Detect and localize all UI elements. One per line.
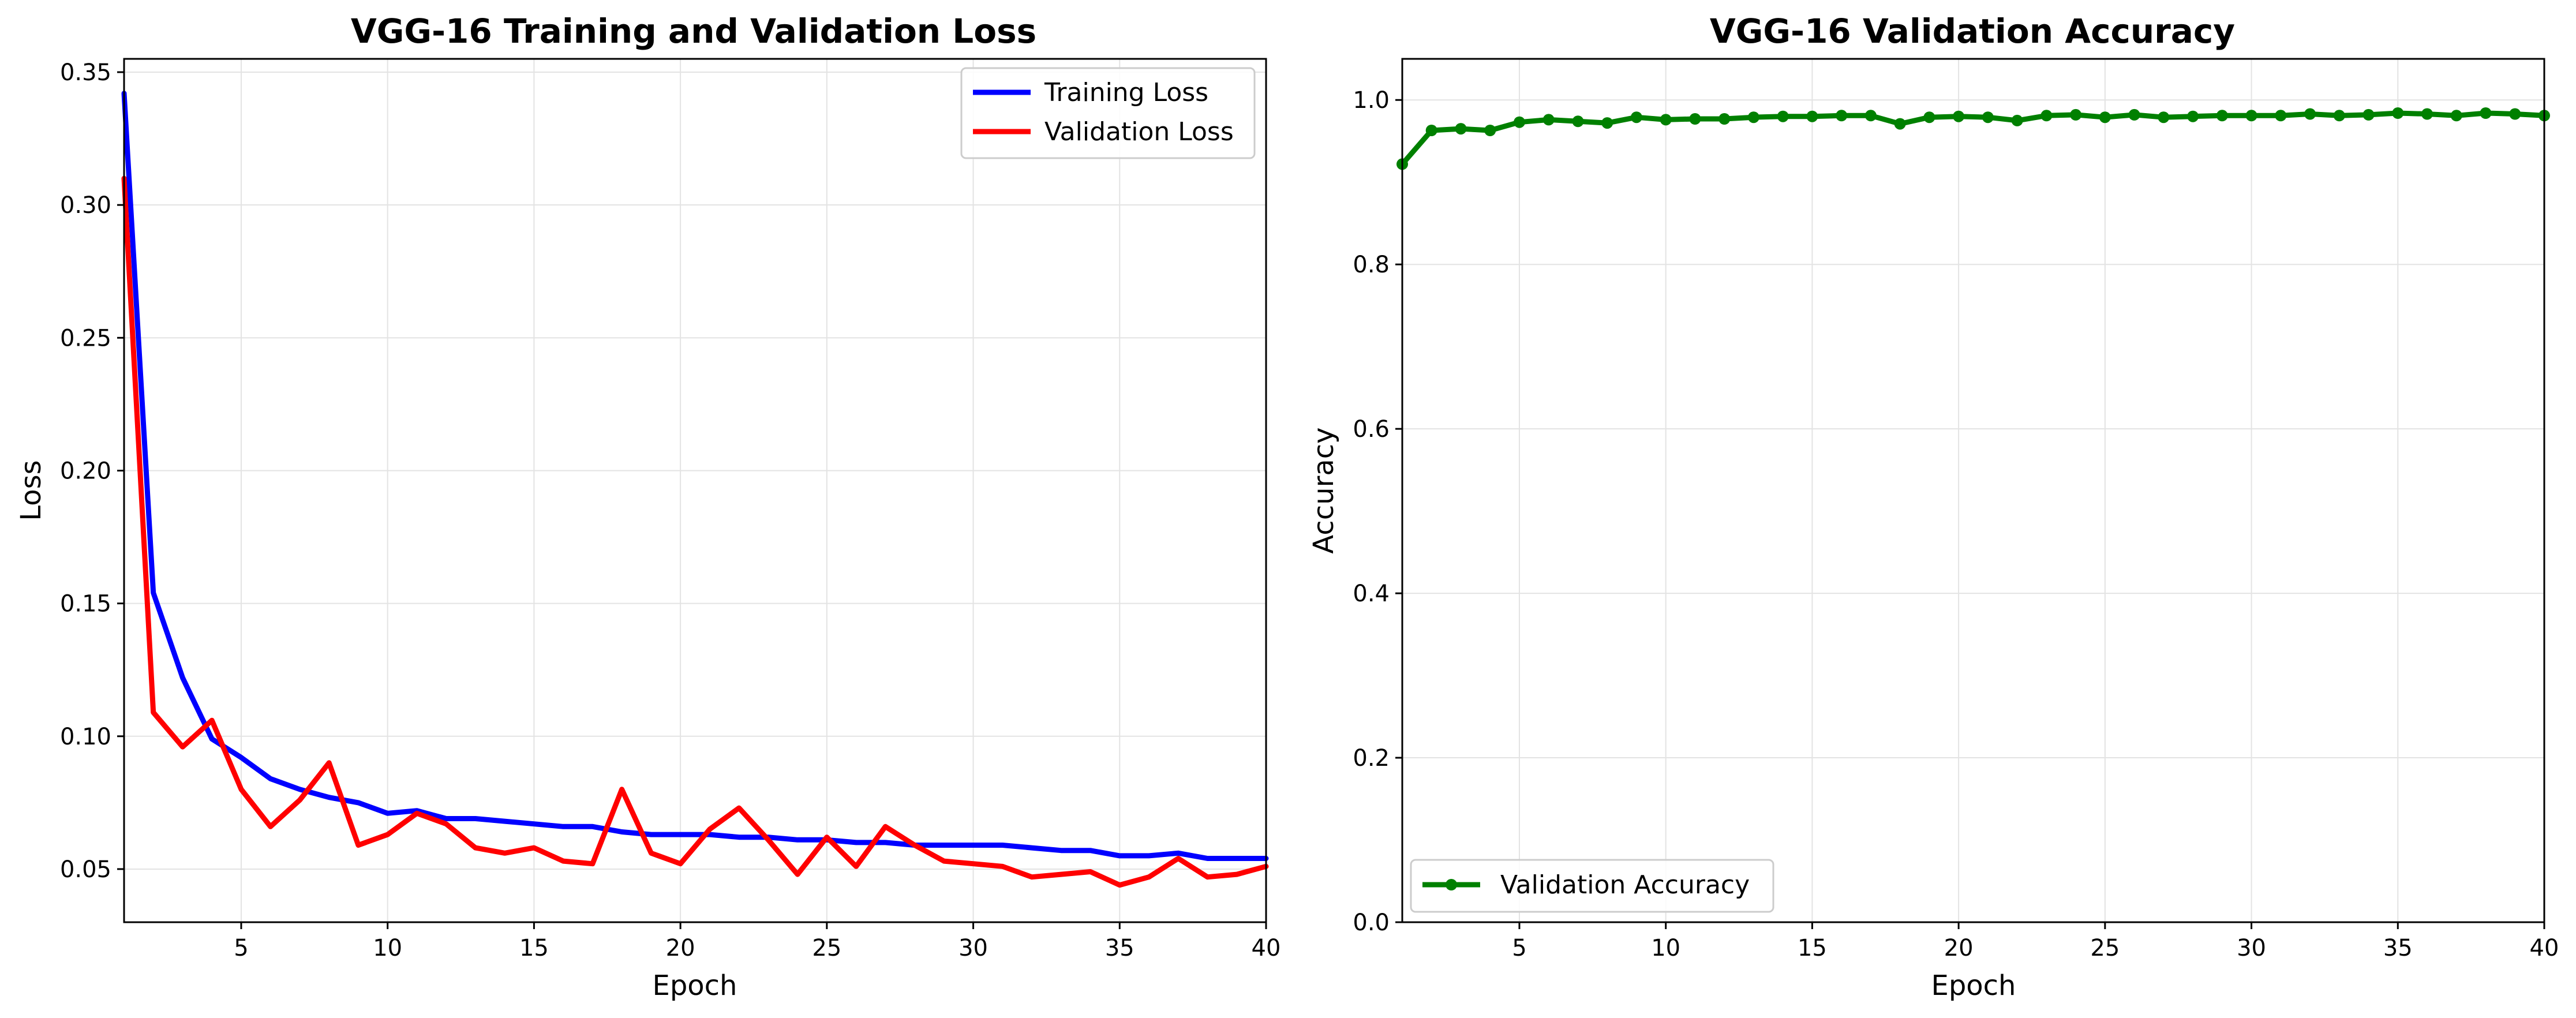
data-point-validation-accuracy bbox=[1689, 113, 1701, 125]
data-point-validation-accuracy bbox=[2011, 114, 2023, 126]
data-point-validation-accuracy bbox=[2158, 111, 2170, 123]
data-point-validation-accuracy bbox=[1514, 116, 1525, 128]
x-tick-label: 40 bbox=[2530, 935, 2559, 961]
series-line-training-loss bbox=[121, 91, 1269, 861]
accuracy-chart-series bbox=[1396, 107, 2550, 170]
accuracy-chart-legend: Validation Accuracy bbox=[1410, 859, 1774, 913]
data-point-validation-accuracy bbox=[2187, 110, 2199, 122]
y-tick-label: 0.25 bbox=[60, 325, 111, 351]
data-point-validation-accuracy bbox=[2333, 110, 2345, 122]
accuracy-chart-legend-box bbox=[1410, 859, 1774, 913]
data-point-validation-accuracy bbox=[1806, 110, 1818, 122]
data-point-validation-accuracy bbox=[2392, 107, 2404, 119]
loss-chart-x-axis-label: Epoch bbox=[653, 970, 737, 1002]
legend-label-validation-accuracy: Validation Accuracy bbox=[1500, 870, 1750, 900]
legend-label-training-loss: Training Loss bbox=[1044, 78, 1208, 107]
accuracy-chart-x-ticks: 5 10 15 20 25 30 35 40 bbox=[1512, 922, 2559, 961]
x-tick-label: 40 bbox=[1252, 935, 1281, 961]
x-tick-label: 35 bbox=[1105, 935, 1135, 961]
data-point-validation-accuracy bbox=[1572, 115, 1584, 128]
x-tick-label: 15 bbox=[519, 935, 549, 961]
loss-chart-series bbox=[121, 91, 1269, 888]
data-point-validation-accuracy bbox=[1836, 110, 1848, 122]
y-tick-label: 0.0 bbox=[1353, 910, 1390, 936]
data-point-validation-accuracy bbox=[1630, 111, 1642, 123]
data-point-validation-accuracy bbox=[1894, 118, 1906, 130]
data-point-validation-accuracy bbox=[2450, 110, 2462, 122]
data-point-validation-accuracy bbox=[2275, 110, 2287, 122]
legend-label-validation-loss: Validation Loss bbox=[1044, 117, 1234, 147]
data-point-validation-accuracy bbox=[2099, 111, 2111, 123]
y-tick-label: 0.05 bbox=[60, 856, 111, 883]
data-point-validation-accuracy bbox=[2362, 108, 2375, 121]
x-tick-label: 15 bbox=[1798, 935, 1827, 961]
data-point-validation-accuracy bbox=[1425, 125, 1437, 136]
x-tick-label: 20 bbox=[666, 935, 695, 961]
loss-chart-title: VGG-16 Training and Validation Loss bbox=[351, 12, 1036, 51]
accuracy-chart-y-axis-label: Accuracy bbox=[1308, 427, 1340, 553]
legend-marker-validation-accuracy bbox=[1446, 879, 1457, 890]
x-tick-label: 5 bbox=[234, 935, 248, 961]
data-point-validation-accuracy bbox=[2040, 110, 2053, 122]
x-tick-label: 10 bbox=[373, 935, 402, 961]
accuracy-chart-y-ticks: 0.0 0.2 0.4 0.6 0.8 1.0 bbox=[1353, 87, 1402, 936]
x-tick-label: 25 bbox=[2090, 935, 2120, 961]
y-tick-label: 0.8 bbox=[1353, 252, 1390, 278]
x-tick-label: 35 bbox=[2383, 935, 2413, 961]
x-tick-label: 5 bbox=[1512, 935, 1526, 961]
x-tick-label: 25 bbox=[812, 935, 841, 961]
data-point-validation-accuracy bbox=[1601, 117, 1613, 129]
accuracy-chart-plot-frame bbox=[1401, 58, 2545, 923]
y-tick-label: 0.30 bbox=[60, 192, 111, 219]
data-point-validation-accuracy bbox=[1864, 110, 1877, 122]
accuracy-chart-x-axis-label: Epoch bbox=[1931, 970, 2016, 1002]
accuracy-chart-grid bbox=[1402, 59, 2545, 923]
data-point-validation-accuracy bbox=[1777, 110, 1789, 122]
loss-chart-x-ticks: 5 10 15 20 25 30 35 40 bbox=[234, 922, 1280, 961]
y-tick-label: 0.6 bbox=[1353, 416, 1390, 443]
loss-chart-y-ticks: 0.05 0.10 0.15 0.20 0.25 0.30 0.35 bbox=[60, 59, 124, 883]
loss-chart-grid bbox=[124, 59, 1267, 922]
data-point-validation-accuracy bbox=[1542, 114, 1555, 126]
data-point-validation-accuracy bbox=[2128, 108, 2140, 121]
loss-chart-legend: Training Loss Validation Loss bbox=[960, 67, 1256, 159]
data-point-validation-accuracy bbox=[1718, 113, 1731, 125]
data-point-validation-accuracy bbox=[1953, 110, 1965, 122]
y-tick-label: 0.15 bbox=[60, 591, 111, 617]
x-tick-label: 20 bbox=[1944, 935, 1974, 961]
loss-chart-legend-box bbox=[960, 67, 1256, 159]
x-tick-label: 30 bbox=[958, 935, 988, 961]
y-tick-label: 0.20 bbox=[60, 458, 111, 484]
series-line-validation-accuracy bbox=[1399, 110, 2547, 167]
loss-chart-y-axis-label: Loss bbox=[15, 460, 47, 521]
data-point-validation-accuracy bbox=[1455, 123, 1467, 135]
y-tick-label: 0.4 bbox=[1353, 581, 1390, 607]
data-point-validation-accuracy bbox=[2245, 110, 2257, 122]
accuracy-chart: VGG-16 Validation Accuracy 5 10 15 20 25 30 35… bbox=[1308, 12, 2559, 1002]
data-point-validation-accuracy bbox=[2070, 108, 2082, 121]
loss-chart-plot-frame bbox=[123, 58, 1267, 923]
loss-chart: VGG-16 Training and Validation Loss 5 10 1… bbox=[15, 12, 1280, 1002]
data-point-validation-accuracy bbox=[1923, 111, 1935, 123]
data-point-validation-accuracy bbox=[2216, 110, 2228, 122]
data-point-validation-accuracy bbox=[1484, 125, 1496, 136]
data-point-validation-accuracy bbox=[2304, 108, 2316, 120]
y-tick-label: 0.2 bbox=[1353, 745, 1390, 772]
y-tick-label: 1.0 bbox=[1353, 87, 1390, 114]
y-tick-label: 0.10 bbox=[60, 724, 111, 750]
series-line-validation-loss bbox=[121, 175, 1269, 888]
data-point-validation-accuracy bbox=[2509, 108, 2521, 120]
y-tick-label: 0.35 bbox=[60, 59, 111, 86]
data-point-validation-accuracy bbox=[2480, 107, 2492, 119]
data-point-validation-accuracy bbox=[2421, 108, 2433, 120]
data-point-validation-accuracy bbox=[1982, 111, 1994, 123]
data-point-validation-accuracy bbox=[1747, 111, 1759, 123]
accuracy-chart-title: VGG-16 Validation Accuracy bbox=[1710, 12, 2235, 51]
x-tick-label: 10 bbox=[1651, 935, 1680, 961]
x-tick-label: 30 bbox=[2237, 935, 2266, 961]
data-point-validation-accuracy bbox=[1660, 114, 1672, 126]
